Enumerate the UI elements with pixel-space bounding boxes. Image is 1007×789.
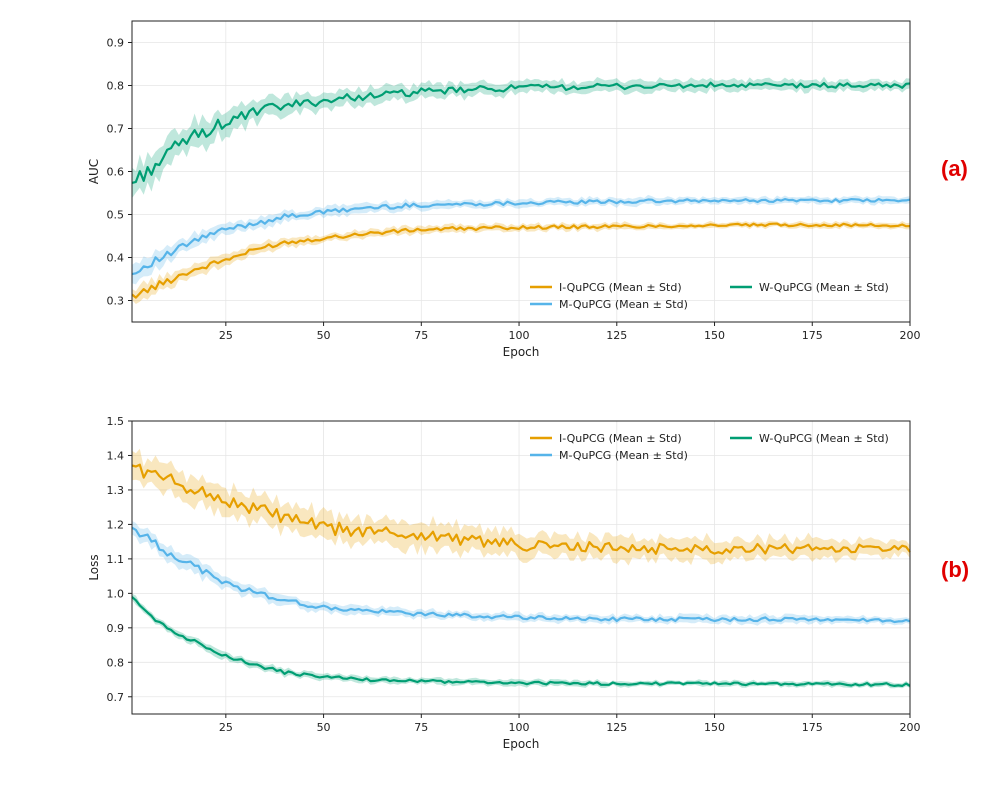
y-tick-label: 0.7	[107, 691, 125, 704]
x-tick-label: 150	[704, 721, 725, 734]
y-tick-label: 0.4	[107, 252, 125, 265]
grid	[132, 21, 911, 322]
x-tick-label: 100	[509, 721, 530, 734]
chart-panel-b: 25 50 75 100 125 150 175 200 0.7 0.8 0.9 1.0 1.1 1.2 1…	[87, 415, 969, 751]
y-tick-label: 0.8	[107, 656, 125, 669]
series-2	[131, 76, 911, 199]
y-tick-label: 1.3	[107, 484, 125, 497]
mean-line-2	[131, 596, 911, 687]
x-tick-label: 150	[704, 329, 725, 342]
panel-tag: (b)	[941, 557, 969, 582]
y-tick-label: 1.1	[107, 553, 125, 566]
x-tick-label: 125	[606, 329, 627, 342]
y-tick-label: 0.9	[107, 37, 125, 50]
x-axis-label: Epoch	[503, 345, 540, 359]
x-tick-label: 25	[219, 721, 233, 734]
std-band-2	[132, 593, 910, 689]
legend-label-1: M-QuPCG (Mean ± Std)	[559, 449, 688, 462]
y-tick-label: 1.4	[107, 449, 125, 462]
grid	[132, 420, 911, 714]
plot-frame	[131, 420, 911, 715]
y-tick-label: 0.5	[107, 209, 125, 222]
legend-label-2: W-QuPCG (Mean ± Std)	[759, 281, 889, 294]
mean-line-0	[131, 463, 911, 555]
mean-line-1	[131, 526, 911, 624]
y-axis-label: Loss	[87, 554, 101, 580]
x-tick-label: 175	[802, 329, 823, 342]
y-tick-label: 1.5	[107, 415, 125, 428]
x-tick-label: 75	[414, 721, 428, 734]
mean-line-0	[131, 222, 911, 299]
series-0	[131, 220, 911, 304]
x-tick-label: 200	[900, 329, 921, 342]
y-axis-label: AUC	[87, 159, 101, 184]
std-band-1	[132, 194, 910, 285]
legend-label-0: I-QuPCG (Mean ± Std)	[559, 281, 682, 294]
legend-label-0: I-QuPCG (Mean ± Std)	[559, 432, 682, 445]
std-band-0	[132, 448, 910, 566]
x-tick-label: 125	[606, 721, 627, 734]
legend: I-QuPCG (Mean ± Std) M-QuPCG (Mean ± Std)…	[530, 281, 889, 311]
x-tick-label: 175	[802, 721, 823, 734]
x-tick-label: 100	[509, 329, 530, 342]
x-axis-label: Epoch	[503, 737, 540, 751]
y-tick-label: 0.3	[107, 295, 125, 308]
series-0	[131, 448, 911, 566]
x-tick-label: 75	[414, 329, 428, 342]
mean-line-2	[131, 81, 911, 184]
y-tick-label: 0.7	[107, 123, 125, 136]
chart-panel-a: 25 50 75 100 125 150 175 200 0.3 0.4 0.5 0.6 0.7 0.8 0…	[87, 20, 968, 359]
series-2	[131, 593, 911, 689]
x-tick-label: 50	[317, 329, 331, 342]
legend-label-1: M-QuPCG (Mean ± Std)	[559, 298, 688, 311]
x-tick-label: 25	[219, 329, 233, 342]
panel-tag: (a)	[941, 156, 968, 181]
y-tick-label: 1.2	[107, 518, 125, 531]
series-1	[131, 194, 911, 285]
std-band-2	[132, 76, 910, 199]
x-tick-label: 200	[900, 721, 921, 734]
y-tick-label: 0.8	[107, 80, 125, 93]
mean-line-1	[131, 197, 911, 276]
legend: I-QuPCG (Mean ± Std) M-QuPCG (Mean ± Std)…	[530, 432, 889, 462]
y-tick-label: 0.9	[107, 622, 125, 635]
x-tick-label: 50	[317, 721, 331, 734]
series-1	[131, 520, 911, 626]
y-tick-label: 0.6	[107, 166, 125, 179]
y-tick-label: 1.0	[107, 587, 125, 600]
legend-label-2: W-QuPCG (Mean ± Std)	[759, 432, 889, 445]
